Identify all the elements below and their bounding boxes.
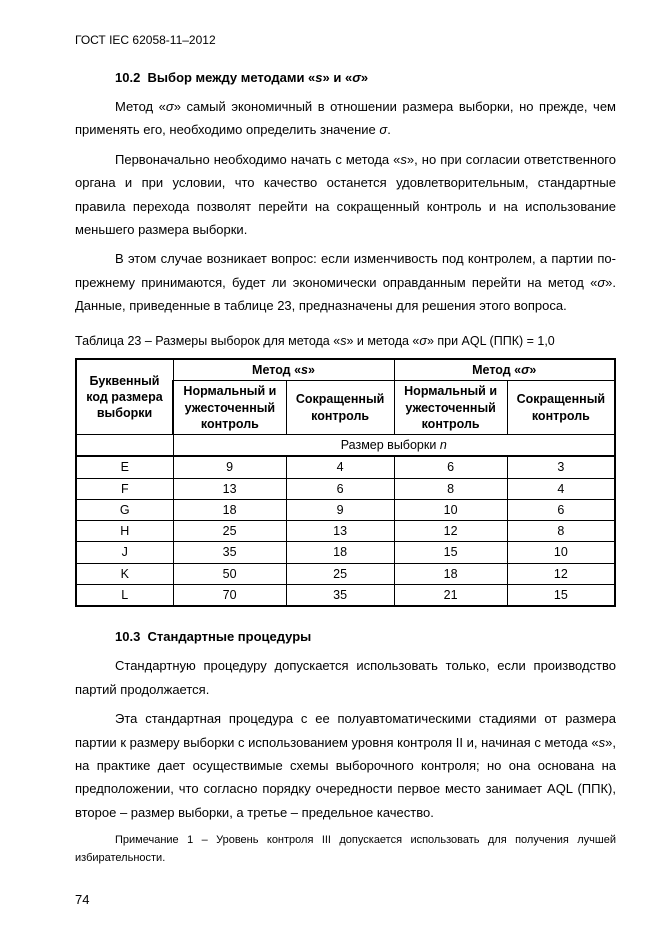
document-header: ГОСТ IEC 62058-11–2012: [75, 30, 616, 52]
table-cell: 10: [507, 542, 615, 563]
table-cell: 15: [507, 584, 615, 606]
table-subheader: Нормальный и ужесточенный контроль: [173, 381, 286, 435]
table-cell: 9: [173, 456, 286, 478]
table-cell: 10: [394, 499, 507, 520]
table-cell: F: [76, 478, 173, 499]
sample-size-table: Буквенный код размера выборки Метод «s» …: [75, 358, 616, 607]
table-cell: 13: [173, 478, 286, 499]
table-cell: 9: [286, 499, 394, 520]
table-cell: 12: [507, 563, 615, 584]
table-cell: 6: [394, 456, 507, 478]
table-cell: 35: [286, 584, 394, 606]
table-cell: 15: [394, 542, 507, 563]
paragraph: Стандартную процедуру допускается исполь…: [75, 654, 616, 701]
section-heading-10-2: 10.2 Выбор между методами «s» и «σ»: [115, 66, 616, 89]
table-size-label: Размер выборки n: [173, 435, 615, 457]
table-cell: 21: [394, 584, 507, 606]
table-cell: 4: [507, 478, 615, 499]
table-cell: 25: [286, 563, 394, 584]
paragraph: В этом случае возникает вопрос: если изм…: [75, 247, 616, 317]
table-header-code: Буквенный код размера выборки: [76, 359, 173, 435]
table-cell: J: [76, 542, 173, 563]
table-subheader: Сокращенный контроль: [286, 381, 394, 435]
table-cell: 18: [394, 563, 507, 584]
table-subheader: Сокращенный контроль: [507, 381, 615, 435]
section-heading-10-3: 10.3 Стандартные процедуры: [115, 625, 616, 648]
table-cell: 8: [394, 478, 507, 499]
section-title: Стандартные процедуры: [148, 629, 312, 644]
table-cell: 8: [507, 521, 615, 542]
paragraph: Первоначально необходимо начать с метода…: [75, 148, 616, 242]
section-title: Выбор между методами «s» и «σ»: [148, 70, 369, 85]
table-caption: Таблица 23 – Размеры выборок для метода …: [75, 330, 616, 353]
table-cell: 18: [173, 499, 286, 520]
table-cell: K: [76, 563, 173, 584]
table-cell: 13: [286, 521, 394, 542]
table-cell: 50: [173, 563, 286, 584]
table-cell: 4: [286, 456, 394, 478]
table-cell: 70: [173, 584, 286, 606]
table-cell: 35: [173, 542, 286, 563]
table-cell: L: [76, 584, 173, 606]
section-number: 10.3: [115, 629, 140, 644]
paragraph: Эта стандартная процедура с ее полуавтом…: [75, 707, 616, 824]
note: Примечание 1 – Уровень контроля III допу…: [75, 832, 616, 867]
page-number: 74: [75, 892, 89, 907]
table-cell: 12: [394, 521, 507, 542]
table-cell-empty: [76, 435, 173, 457]
table-cell: G: [76, 499, 173, 520]
table-cell: 6: [507, 499, 615, 520]
section-number: 10.2: [115, 70, 140, 85]
table-subheader: Нормальный и ужесточенный контроль: [394, 381, 507, 435]
table-cell: 3: [507, 456, 615, 478]
table-cell: 25: [173, 521, 286, 542]
table-cell: E: [76, 456, 173, 478]
paragraph: Метод «σ» самый экономичный в отношении …: [75, 95, 616, 142]
table-header-method-sigma: Метод «σ»: [394, 359, 615, 381]
table-header-method-s: Метод «s»: [173, 359, 394, 381]
document-page: ГОСТ IEC 62058-11–2012 10.2 Выбор между …: [0, 0, 661, 935]
table-cell: 6: [286, 478, 394, 499]
table-cell: 18: [286, 542, 394, 563]
table-cell: H: [76, 521, 173, 542]
